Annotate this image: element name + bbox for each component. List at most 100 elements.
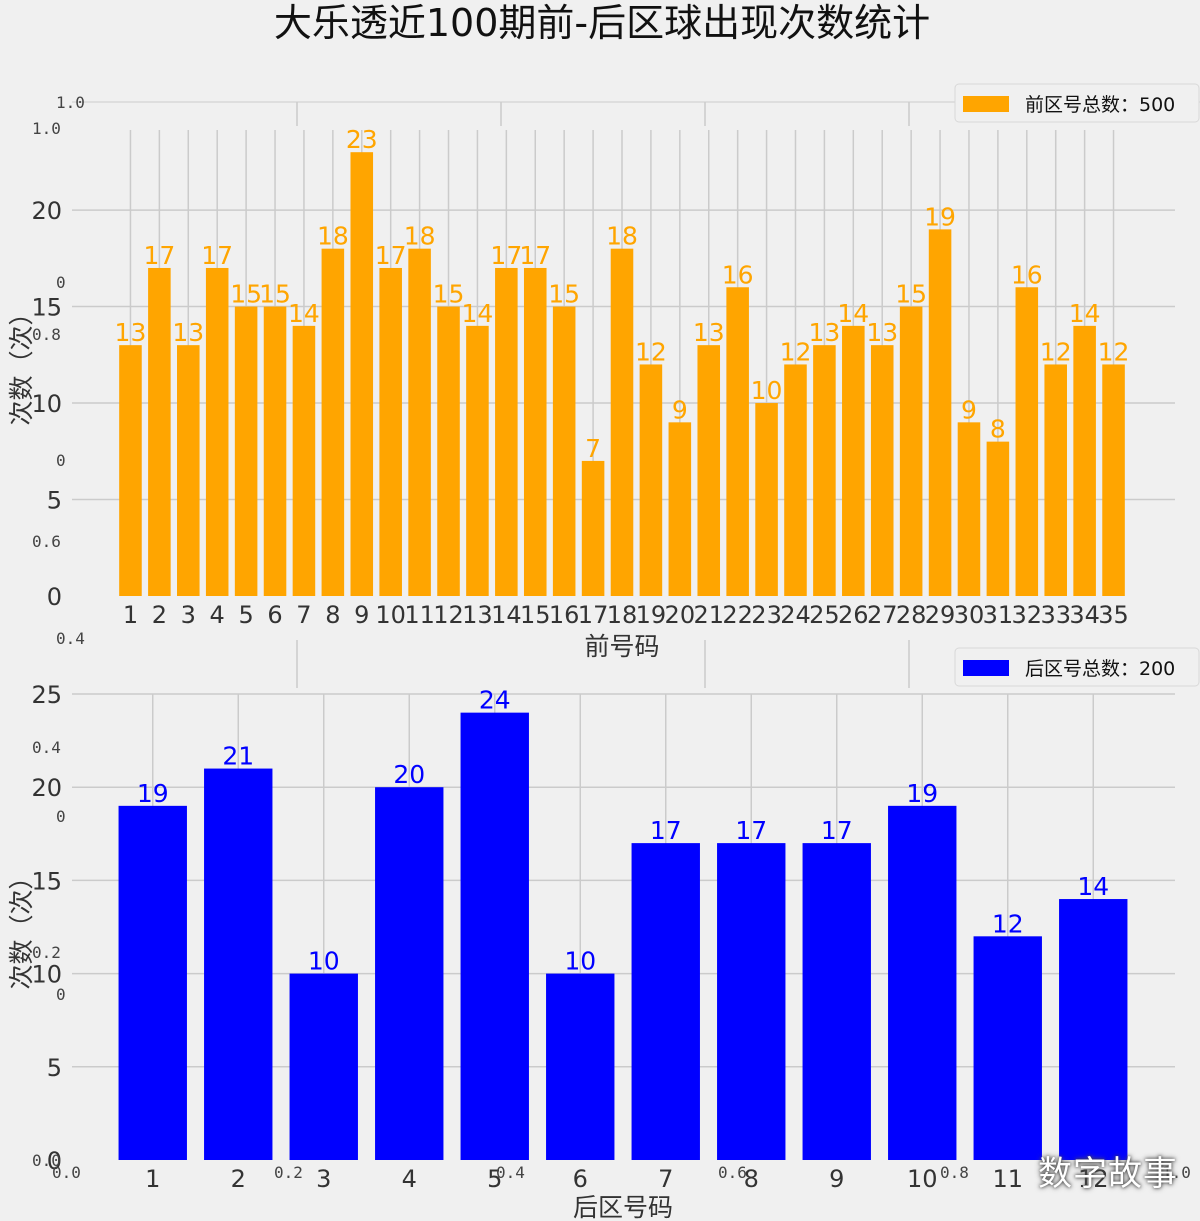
bar <box>1015 287 1039 596</box>
x-tick-label: 5 <box>487 1165 502 1193</box>
data-label: 12 <box>1098 337 1130 366</box>
data-label: 13 <box>808 318 840 347</box>
data-label: 9 <box>961 395 977 424</box>
x-tick-label: 6 <box>267 601 282 629</box>
x-tick-label: 30 <box>954 601 985 629</box>
data-label: 12 <box>635 337 667 366</box>
bar <box>234 306 258 596</box>
bar <box>350 152 374 596</box>
x-tick-label: 4 <box>402 1165 417 1193</box>
data-label: 12 <box>780 337 812 366</box>
x-axis-label: 前号码 <box>584 632 659 661</box>
ghost-y-tick: 0 <box>56 273 66 292</box>
data-label: 14 <box>837 299 869 328</box>
data-label: 13 <box>172 318 204 347</box>
data-label: 15 <box>230 280 262 309</box>
ghost-y-tick: 0.8 <box>32 325 61 344</box>
data-label: 17 <box>375 241 407 270</box>
bar <box>842 325 865 596</box>
ghost-y-tick: 0.0 <box>32 1151 61 1170</box>
ghost-y-tick: 1.0 <box>32 119 61 138</box>
legend-label: 后区号总数：200 <box>1025 658 1175 680</box>
legend: 前区号总数：500 <box>954 83 1200 123</box>
x-axis-label: 后区号码 <box>573 1193 673 1221</box>
data-label: 14 <box>462 299 494 328</box>
x-tick-label: 12 <box>433 601 464 629</box>
data-label: 17 <box>821 816 853 845</box>
x-tick-label: 15 <box>520 601 551 629</box>
bar <box>205 267 229 596</box>
bar <box>973 936 1042 1160</box>
data-label: 18 <box>404 222 436 251</box>
x-tick-label: 21 <box>693 601 724 629</box>
y-tick-label: 10 <box>31 961 62 989</box>
x-tick-label: 18 <box>607 601 638 629</box>
data-label: 13 <box>693 318 725 347</box>
x-tick-label: 6 <box>573 1165 588 1193</box>
bar <box>784 364 807 596</box>
x-tick-label: 8 <box>325 601 340 629</box>
ghost-y-tick: 0.4 <box>56 629 85 648</box>
ghost-y-tick: 0 <box>56 807 66 826</box>
legend: 后区号总数：200 <box>954 647 1200 687</box>
bar <box>610 248 634 596</box>
x-tick-label: 17 <box>578 601 609 629</box>
data-label: 10 <box>751 376 783 405</box>
ghost-x-tick: 0.2 <box>274 1163 303 1182</box>
x-tick-label: 10 <box>375 601 406 629</box>
bar <box>321 248 345 596</box>
data-label: 10 <box>308 947 340 976</box>
bar <box>668 422 692 596</box>
legend-swatch <box>963 660 1009 676</box>
legend-box <box>954 83 1200 123</box>
data-label: 14 <box>288 299 320 328</box>
bar <box>119 345 142 596</box>
legend-swatch <box>963 96 1009 112</box>
data-label: 12 <box>992 909 1024 938</box>
x-tick-label: 34 <box>1069 601 1100 629</box>
bar <box>437 306 460 596</box>
x-tick-label: 23 <box>751 601 782 629</box>
x-tick-label: 33 <box>1040 601 1071 629</box>
data-label: 17 <box>650 816 682 845</box>
x-tick-label: 2 <box>152 601 167 629</box>
y-tick-label: 20 <box>31 197 62 225</box>
ghost-y-tick: 1.0 <box>56 93 85 112</box>
bar <box>375 787 444 1160</box>
ghost-y-tick: 0.4 <box>32 738 61 757</box>
bar <box>639 364 663 596</box>
data-label: 14 <box>1069 299 1101 328</box>
data-label: 16 <box>722 260 754 289</box>
ghost-x-tick: 0.8 <box>940 1163 969 1182</box>
data-label: 17 <box>143 241 175 270</box>
ghost-y-tick: 0 <box>56 451 66 470</box>
data-label: 20 <box>393 760 425 789</box>
bar <box>726 287 749 596</box>
x-tick-label: 9 <box>354 601 369 629</box>
x-tick-label: 22 <box>722 601 753 629</box>
ghost-x-tick: 0.4 <box>496 1163 525 1182</box>
x-tick-label: 5 <box>238 601 253 629</box>
x-tick-label: 26 <box>838 601 869 629</box>
data-label: 17 <box>519 241 551 270</box>
y-tick-label: 0 <box>47 1147 62 1175</box>
x-tick-label: 35 <box>1098 601 1129 629</box>
x-tick-label: 11 <box>992 1165 1023 1193</box>
data-label: 18 <box>606 222 638 251</box>
y-tick-label: 25 <box>31 681 62 709</box>
x-tick-label: 28 <box>896 601 927 629</box>
x-tick-label: 27 <box>867 601 898 629</box>
bar <box>408 248 431 596</box>
ghost-y-tick: 0 <box>56 985 66 1004</box>
bar <box>552 306 576 596</box>
data-label: 13 <box>866 318 898 347</box>
data-label: 9 <box>672 395 688 424</box>
data-label: 17 <box>735 816 767 845</box>
bar <box>1059 899 1128 1160</box>
y-tick-label: 15 <box>31 867 62 895</box>
y-tick-label: 5 <box>47 1054 62 1082</box>
data-label: 23 <box>346 125 378 154</box>
x-tick-label: 9 <box>829 1165 844 1193</box>
x-tick-label: 3 <box>316 1165 331 1193</box>
